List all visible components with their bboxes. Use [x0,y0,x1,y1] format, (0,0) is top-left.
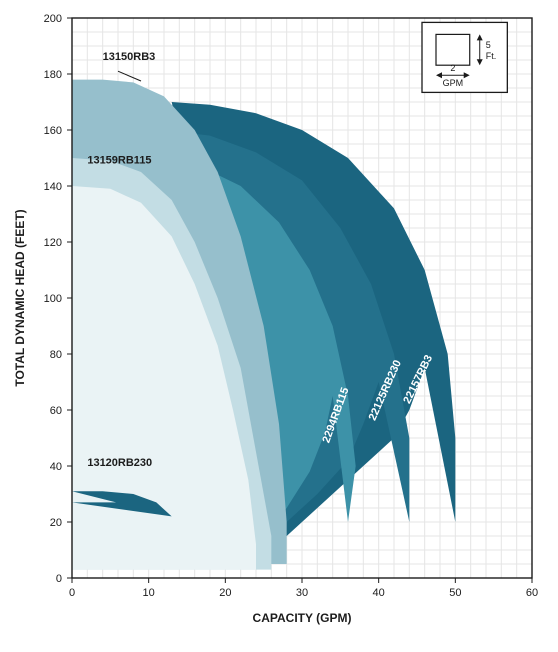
x-tick-label: 0 [69,587,75,599]
chart-svg: 0 10 20 30 40 50 60 0 20 40 60 80 100 120 140 160 180 200… [0,0,558,652]
x-axis-title: CAPACITY (GPM) [253,611,352,625]
label-13120RB230: 13120RB230 [87,457,152,469]
x-tick-label: 50 [449,587,461,599]
label-13150RB3: 13150RB3 [103,51,156,63]
legend-scale-box: 5Ft. 2 GPM [422,22,507,92]
legend-y-val: 5 [486,40,491,50]
y-tick-label: 120 [44,237,62,249]
y-tick-label: 140 [44,181,62,193]
label-13159RB115: 13159RB115 [87,155,151,167]
y-tick-label: 20 [50,517,62,529]
x-tick-label: 30 [296,587,308,599]
y-tick-label: 180 [44,69,62,81]
x-tick-label: 10 [143,587,155,599]
legend-x-val: 2 [450,63,455,73]
y-tick-label: 160 [44,125,62,137]
pump-curve-chart: 0 10 20 30 40 50 60 0 20 40 60 80 100 120 140 160 180 200… [0,0,558,652]
legend-x-unit: GPM [443,78,464,88]
y-axis-title: TOTAL DYNAMIC HEAD (FEET) [13,209,27,386]
y-tick-label: 40 [50,461,62,473]
legend-y-unit: Ft. [486,51,497,61]
y-tick-label: 200 [44,13,62,25]
x-tick-label: 60 [526,587,538,599]
y-tick-label: 0 [56,573,62,585]
y-tick-label: 80 [50,349,62,361]
x-tick-label: 20 [219,587,231,599]
y-tick-label: 60 [50,405,62,417]
x-tick-label: 40 [373,587,385,599]
y-tick-label: 100 [44,293,62,305]
